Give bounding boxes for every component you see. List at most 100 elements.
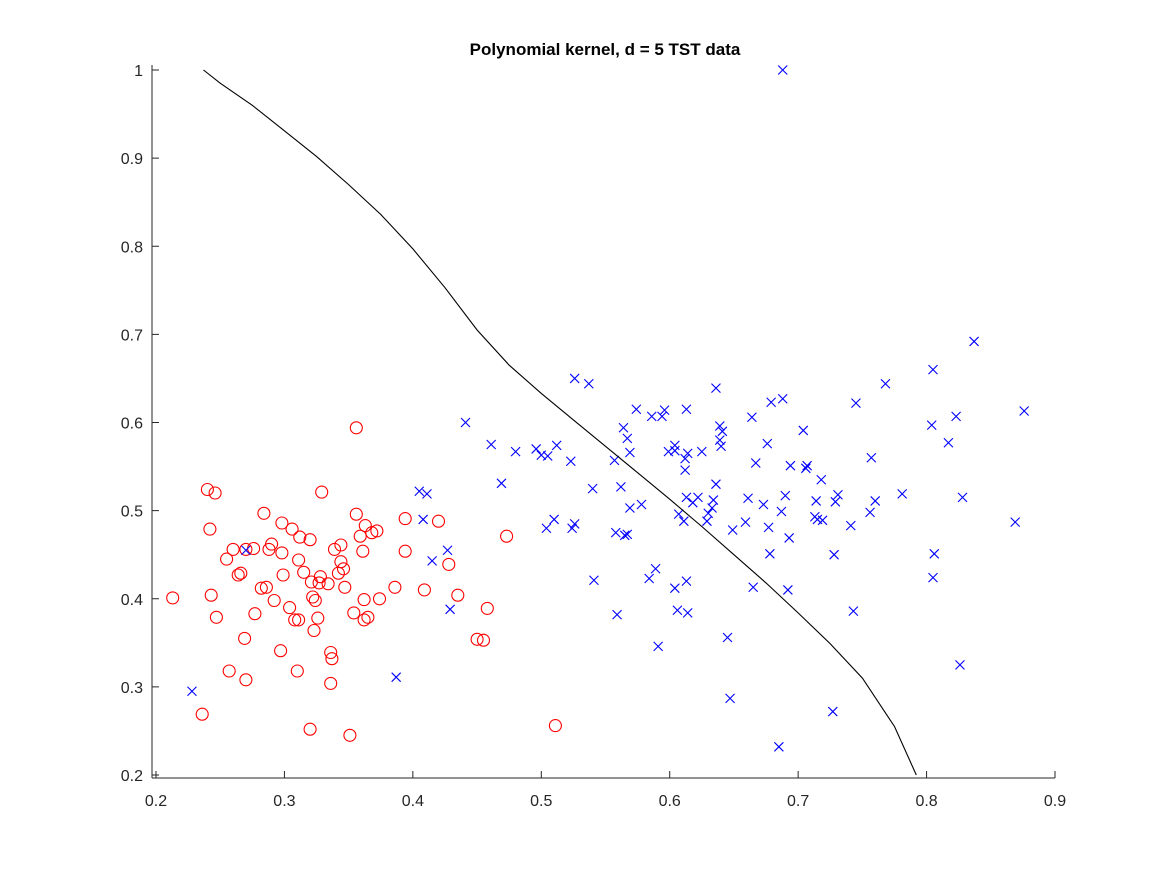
cross-point: [644, 573, 655, 584]
circle-point: [357, 613, 371, 627]
circle-point: [321, 577, 335, 591]
circle-point: [265, 537, 279, 551]
cross-point: [762, 438, 773, 449]
cross-point: [610, 527, 621, 538]
cross-point: [929, 548, 940, 559]
circle-point: [290, 664, 304, 678]
cross-point: [622, 433, 633, 444]
cross-point: [743, 493, 753, 504]
circle-point: [431, 514, 446, 528]
y-tick-label: 0.7: [121, 327, 143, 344]
circle-point: [353, 529, 367, 543]
circle-point: [220, 552, 234, 566]
cross-point: [669, 445, 680, 456]
cross-point: [727, 525, 738, 535]
cross-point: [817, 515, 828, 526]
cross-point: [717, 426, 728, 437]
circle-point: [324, 676, 338, 690]
cross-point: [680, 453, 691, 464]
y-tick-label: 0.6: [121, 416, 143, 433]
y-tick-label: 0.9: [121, 151, 143, 168]
cross-point: [657, 411, 667, 422]
cross-point: [418, 514, 429, 525]
cross-point: [711, 479, 721, 490]
cross-point: [589, 575, 599, 586]
cross-point: [816, 474, 827, 485]
cross-point: [784, 533, 795, 543]
cross-point: [678, 516, 689, 527]
cross-point: [833, 489, 843, 500]
x-tick-label: 0.8: [915, 793, 937, 810]
circle-point: [238, 631, 252, 645]
cross-point: [926, 420, 937, 431]
cross-point: [722, 632, 733, 643]
circle-point: [231, 568, 245, 582]
circle-point: [274, 644, 288, 658]
cross-point: [703, 508, 714, 519]
cross-point: [758, 499, 769, 510]
x-tick-label: 0.6: [659, 793, 681, 810]
cross-point: [750, 458, 761, 468]
cross-point: [587, 483, 598, 494]
circle-point: [222, 664, 236, 678]
circle-point: [356, 544, 370, 558]
circle-point: [226, 542, 240, 556]
cross-point: [708, 495, 719, 505]
cross-point: [609, 455, 620, 466]
y-tick-label: 0.8: [121, 239, 143, 256]
cross-point: [622, 529, 633, 540]
cross-point: [802, 460, 813, 471]
cross-point: [636, 499, 647, 510]
circle-point: [292, 613, 306, 627]
cross-point: [565, 456, 576, 467]
circle-point: [204, 588, 218, 602]
circle-point: [203, 522, 217, 536]
x-axis-ticks: 0.2 0.3 0.4 0.5 0.6 0.7 0.8 0.9: [145, 771, 1066, 810]
cross-point: [625, 447, 635, 458]
cross-point: [1019, 406, 1030, 416]
circle-point: [470, 632, 484, 646]
cross-point: [766, 397, 777, 408]
cross-point: [669, 440, 680, 451]
y-tick-label: 0.4: [121, 592, 143, 609]
cross-point: [782, 585, 793, 595]
circle-point: [248, 607, 262, 621]
cross-point: [696, 446, 707, 457]
circle-point: [398, 512, 412, 526]
cross-point: [969, 336, 979, 347]
cross-point: [187, 686, 197, 697]
cross-point: [777, 393, 788, 404]
circle-point: [312, 576, 326, 590]
circle-point: [234, 566, 248, 580]
cross-point: [681, 576, 692, 587]
circle-point: [247, 541, 261, 556]
cross-point: [672, 605, 683, 616]
cross-point: [682, 607, 693, 618]
cross-point: [583, 378, 594, 389]
circle-point: [548, 719, 562, 733]
circle-point: [327, 542, 342, 556]
circle-point: [343, 728, 357, 742]
circle-point: [338, 580, 352, 594]
circle-point: [257, 506, 271, 520]
circle-point: [308, 593, 322, 608]
circle-point: [283, 601, 297, 615]
cross-point: [619, 530, 630, 541]
cross-point: [612, 609, 622, 620]
cross-point: [569, 373, 580, 384]
cross-point: [955, 659, 965, 670]
cross-point: [442, 545, 453, 556]
cross-point: [496, 478, 507, 489]
circle-point: [276, 568, 290, 582]
circle-point: [313, 570, 327, 584]
y-tick-label: 0.2: [121, 768, 143, 785]
cross-point: [567, 523, 577, 534]
cross-point: [631, 404, 642, 415]
cross-point: [625, 503, 635, 513]
x-tick-label: 0.7: [787, 793, 809, 810]
cross-point: [830, 496, 841, 507]
circle-point: [417, 583, 431, 597]
cross-point: [422, 488, 432, 499]
circle-point: [442, 557, 456, 571]
